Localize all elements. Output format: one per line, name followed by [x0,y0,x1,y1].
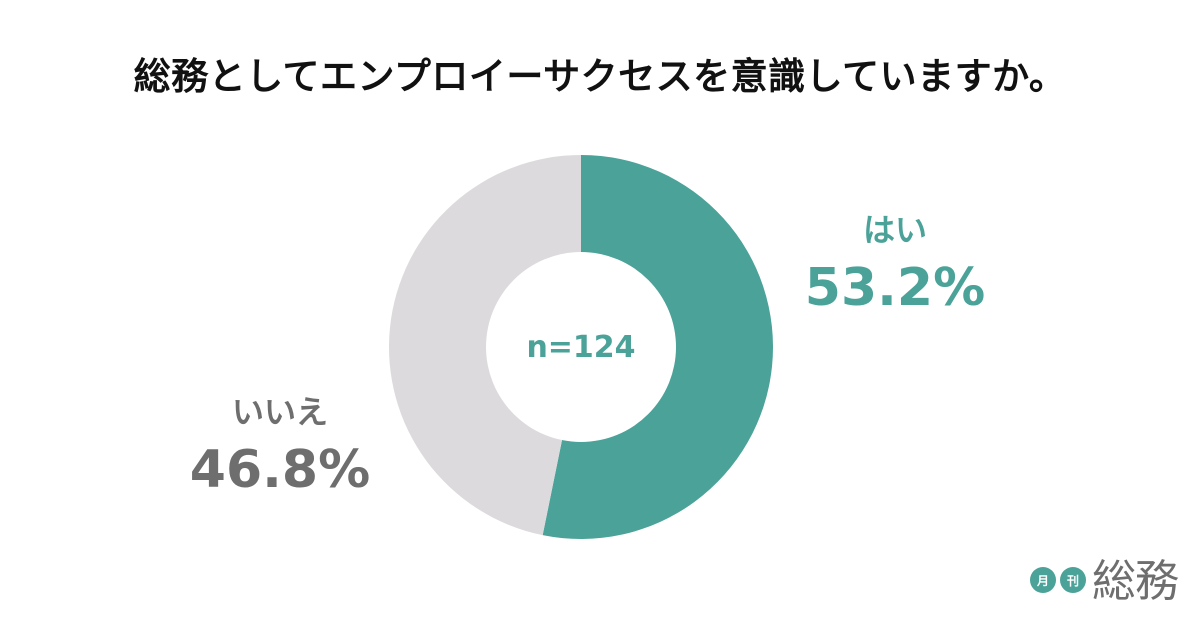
donut-hole [486,252,676,442]
slice-percent-yes: 53.2% [804,258,986,318]
publisher-logo: 月 刊 総務 [1030,556,1179,607]
sample-size-label: n=124 [526,329,636,365]
slice-label-no: いいえ 46.8% [185,392,375,502]
donut-svg [389,155,773,539]
logo-badge-kan: 刊 [1060,567,1086,593]
logo-badge-getsu: 月 [1030,567,1056,593]
chart-title: 総務としてエンプロイーサクセスを意識していますか。 [133,55,1067,98]
donut-chart [389,155,773,539]
donut-slice-no [389,155,581,536]
slice-label-yes: はい 53.2% [800,210,990,320]
logo-brand-text: 総務 [1092,556,1179,607]
slice-percent-no: 46.8% [189,440,371,500]
slice-name-yes: はい [862,211,927,249]
slice-name-no: いいえ [231,393,328,431]
